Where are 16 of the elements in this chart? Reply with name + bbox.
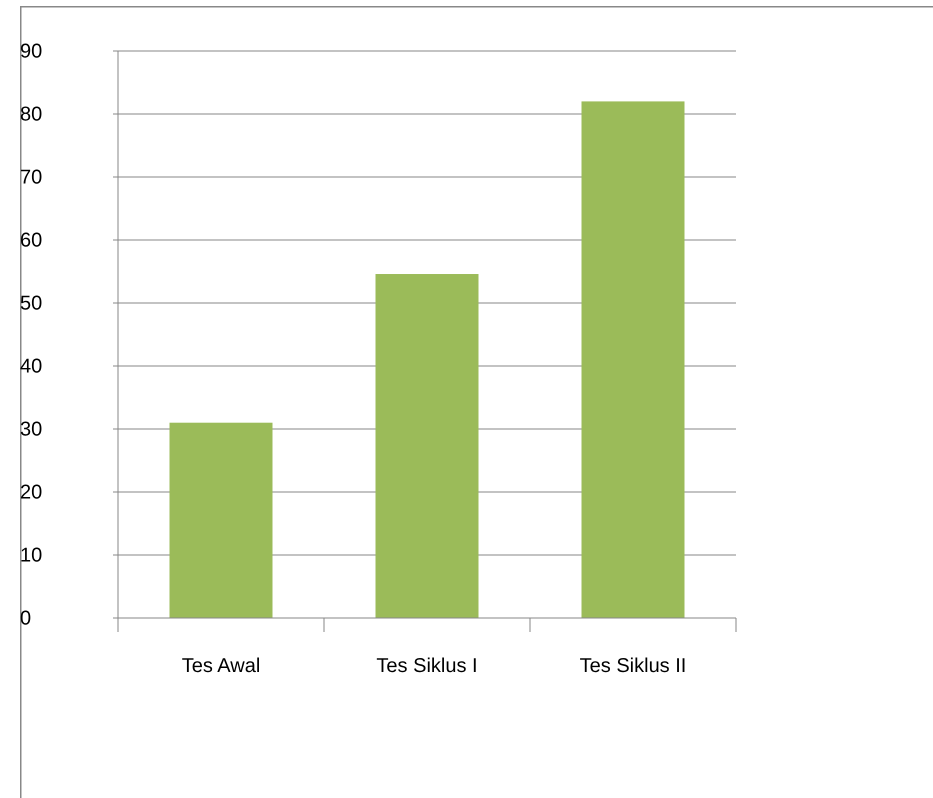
y-tick-label: 40: [20, 355, 42, 378]
bar: [170, 422, 272, 618]
y-tick-label: 90: [20, 40, 42, 62]
x-tick-label: Tes Awal: [182, 655, 260, 678]
y-tick-label: 50: [20, 292, 42, 314]
y-tick-label: 70: [20, 166, 42, 188]
bar: [376, 274, 478, 618]
x-tick-label: Tes Siklus I: [376, 655, 478, 678]
bar: [582, 101, 684, 618]
y-tick-label: 30: [20, 418, 42, 440]
y-tick-label: 20: [20, 481, 42, 504]
y-tick-label: 80: [20, 103, 42, 126]
y-tick-label: 0: [20, 607, 32, 630]
y-tick-label: 10: [20, 544, 42, 566]
x-tick-label: Tes Siklus II: [580, 655, 686, 678]
y-tick-label: 60: [20, 229, 42, 252]
